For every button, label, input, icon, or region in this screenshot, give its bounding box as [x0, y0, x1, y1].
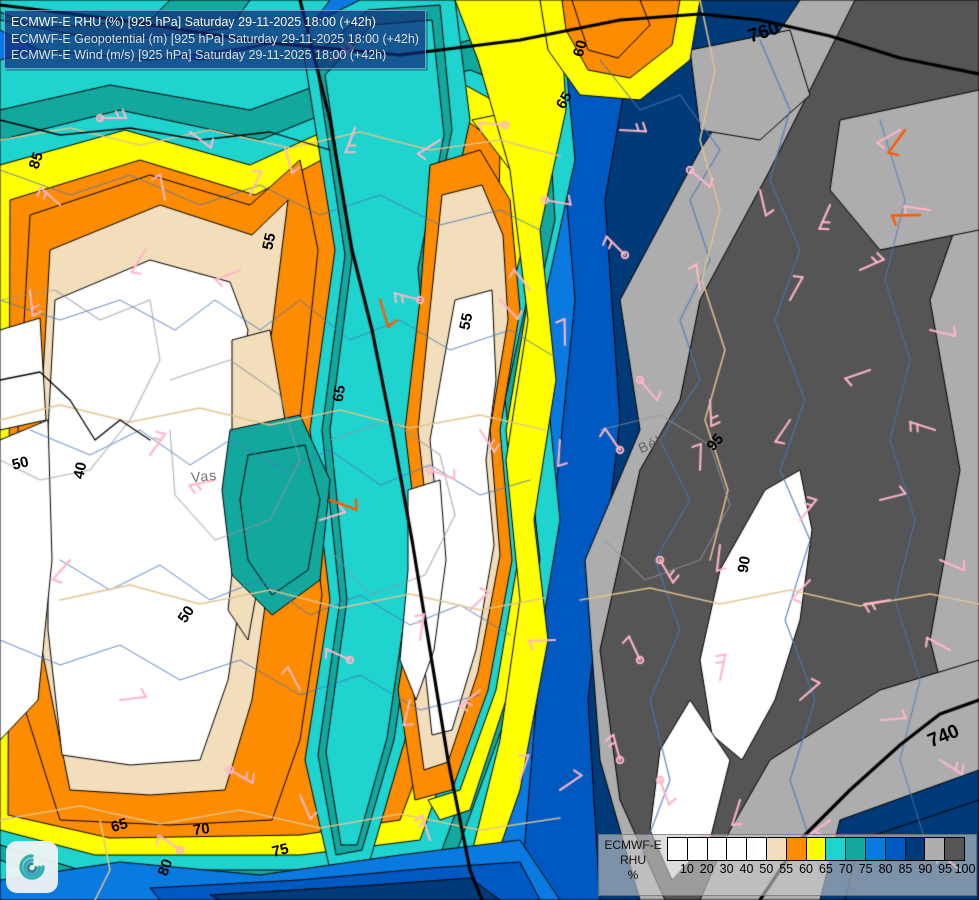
title-line-geopotential: ECMWF-E Geopotential (m) [925 hPa] Satur…: [11, 31, 419, 46]
legend-tick-10: 10: [679, 862, 694, 876]
legend-tick-60: 60: [799, 862, 814, 876]
color-scale-legend: ECMWF-E RHU % 10 20 30 40 50 55 60 65 70 75 80 85 90…: [598, 834, 977, 896]
legend-tick-30: 30: [719, 862, 734, 876]
legend-swatch-6: [786, 838, 807, 860]
legend-swatch-10: [865, 838, 886, 860]
title-line-wind: ECMWF-E Wind (m/s) [925 hPa] Saturday 29…: [11, 48, 387, 62]
legend-tick-labels: 10 20 30 40 50 55 60 65 70 75 80 85 90 95 100: [667, 862, 976, 880]
legend-unit: %: [627, 868, 639, 882]
legend-tick-70: 70: [838, 862, 853, 876]
legend-tick-95: 95: [938, 862, 953, 876]
spiral-swirl-logo-icon: [19, 854, 45, 880]
legend-swatch-4: [747, 838, 767, 860]
legend-scale: 10 20 30 40 50 55 60 65 70 75 80 85 90 95 100: [667, 835, 976, 880]
title-line-rhu: ECMWF-E RHU (%) [925 hPa] Saturday 29-11…: [11, 15, 376, 29]
legend-swatch-7: [806, 838, 827, 860]
legend-tick-50: 50: [759, 862, 774, 876]
legend-caption: ECMWF-E RHU %: [599, 835, 667, 883]
app-logo[interactable]: [6, 841, 58, 893]
legend-swatch-14: [945, 838, 964, 860]
legend-swatch-5: [766, 838, 787, 860]
legend-color-swatches: [667, 837, 965, 861]
legend-tick-65: 65: [818, 862, 833, 876]
legend-swatch-12: [905, 838, 926, 860]
legend-variable: RHU: [620, 853, 646, 867]
legend-swatch-2: [707, 838, 728, 860]
legend-tick-75: 75: [858, 862, 873, 876]
legend-tick-80: 80: [878, 862, 893, 876]
legend-swatch-11: [885, 838, 906, 860]
legend-swatch-0: [668, 838, 688, 860]
legend-swatch-13: [925, 838, 946, 860]
legend-tick-90: 90: [918, 862, 933, 876]
legend-swatch-3: [727, 838, 748, 860]
legend-tick-40: 40: [739, 862, 754, 876]
map-title-overlay: ECMWF-E RHU (%) [925 hPa] Saturday 29-11…: [4, 10, 426, 69]
legend-tick-85: 85: [898, 862, 913, 876]
legend-tick-100: 100: [954, 862, 976, 876]
legend-tick-55: 55: [779, 862, 794, 876]
legend-swatch-8: [826, 838, 847, 860]
legend-swatch-1: [687, 838, 708, 860]
legend-model: ECMWF-E: [604, 838, 662, 852]
legend-swatch-9: [846, 838, 866, 860]
legend-tick-20: 20: [699, 862, 714, 876]
